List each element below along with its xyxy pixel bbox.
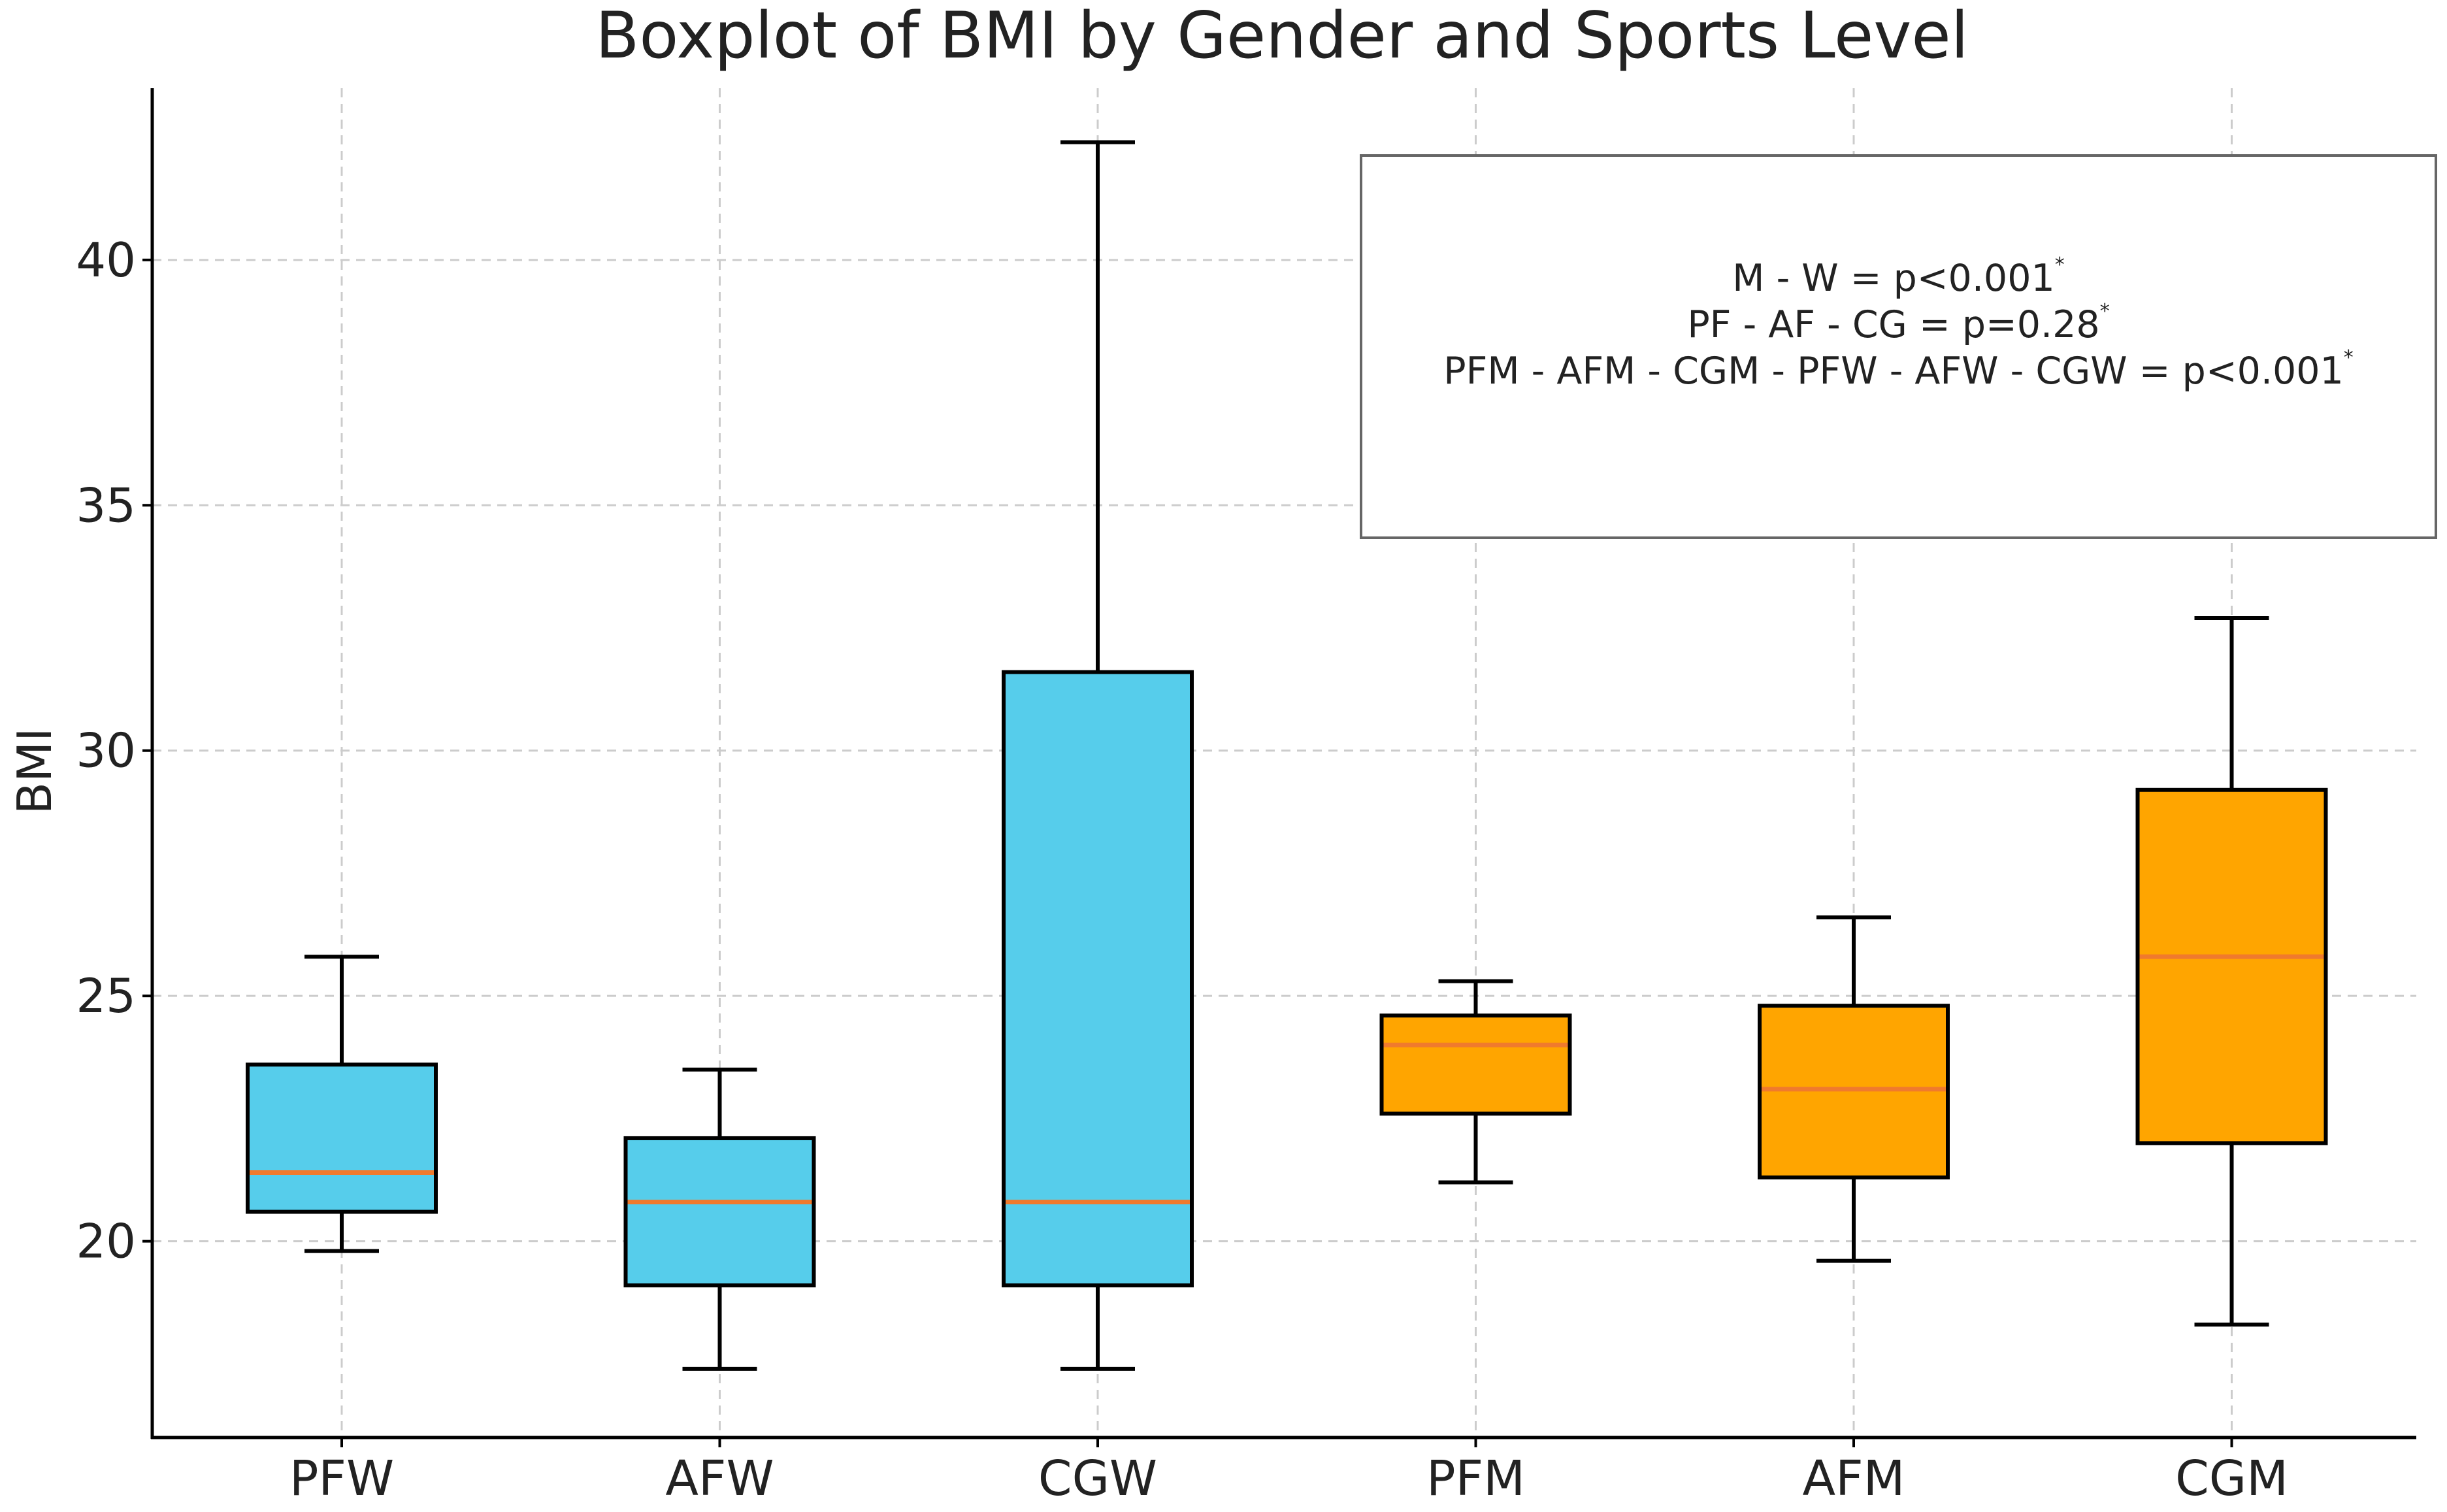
iqr-box: [623, 1136, 816, 1288]
annotation-frame: [1360, 154, 2437, 539]
x-tick-label: PFW: [289, 1451, 394, 1507]
box-cgw: [1002, 140, 1194, 1371]
iqr-box: [1758, 1004, 1950, 1180]
iqr-box: [1379, 1013, 1572, 1116]
y-tick-label: 20: [76, 1214, 136, 1269]
box-cgm: [2135, 616, 2328, 1327]
y-tick-label: 35: [76, 478, 136, 533]
tick-labels: 20 25 30 35 40 PFW AFW CGW PFM AFM CGM: [76, 233, 2288, 1507]
axes: [142, 88, 2416, 1447]
box-afw: [623, 1067, 816, 1371]
stats-annotation-box: M - W = p<0.001*PF - AF - CG = p=0.28*PF…: [1360, 154, 2437, 539]
annotation-line: PFM - AFM - CGM - PFW - AFW - CGW = p<0.…: [1443, 346, 2354, 393]
box-pfw: [246, 955, 438, 1253]
y-tick-label: 40: [76, 233, 136, 288]
iqr-box: [246, 1062, 438, 1214]
x-tick-label: CGM: [2175, 1451, 2288, 1507]
box-pfm: [1379, 979, 1572, 1185]
y-tick-label: 25: [76, 968, 136, 1023]
x-tick-label: AFW: [665, 1451, 774, 1507]
x-tick-label: PFM: [1426, 1451, 1525, 1507]
x-tick-label: AFM: [1802, 1451, 1905, 1507]
iqr-box: [1002, 670, 1194, 1288]
x-tick-label: CGW: [1038, 1451, 1157, 1507]
box-afm: [1758, 915, 1950, 1263]
chart-title: Boxplot of BMI by Gender and Sports Leve…: [595, 0, 1969, 73]
y-tick-label: 30: [76, 723, 136, 778]
y-axis-label: BMI: [7, 728, 62, 815]
iqr-box: [2135, 787, 2328, 1145]
box-series: [246, 140, 2328, 1371]
annotation-line: PF - AF - CG = p=0.28*: [1687, 300, 2109, 346]
annotation-line: M - W = p<0.001*: [1732, 254, 2064, 300]
